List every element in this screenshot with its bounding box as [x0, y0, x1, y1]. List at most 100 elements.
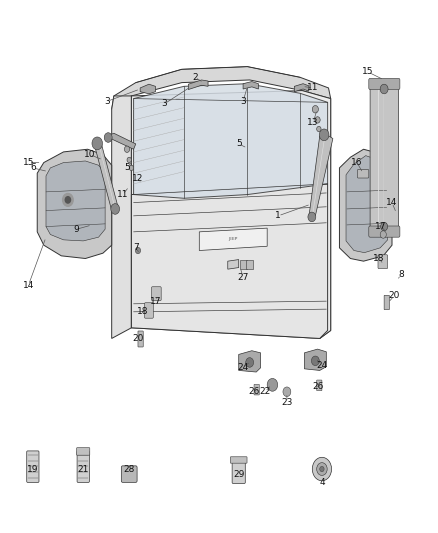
FancyBboxPatch shape — [27, 451, 39, 482]
Polygon shape — [112, 67, 331, 109]
Circle shape — [246, 358, 254, 367]
Circle shape — [320, 466, 324, 472]
Text: 26: 26 — [248, 387, 260, 396]
Polygon shape — [294, 84, 309, 92]
Polygon shape — [131, 91, 331, 338]
Circle shape — [381, 222, 388, 231]
Text: 18: 18 — [373, 254, 385, 263]
Polygon shape — [131, 184, 328, 338]
Text: 20: 20 — [132, 334, 144, 343]
Text: 7: 7 — [133, 244, 139, 252]
Text: 24: 24 — [237, 364, 249, 372]
Text: 2: 2 — [192, 73, 198, 82]
Polygon shape — [370, 80, 399, 236]
Text: 3: 3 — [104, 97, 110, 106]
Text: 24: 24 — [316, 361, 328, 369]
Circle shape — [65, 197, 71, 203]
FancyBboxPatch shape — [138, 331, 143, 347]
FancyBboxPatch shape — [145, 303, 153, 318]
Polygon shape — [188, 80, 208, 90]
Text: 29: 29 — [233, 470, 244, 479]
Text: JEEP: JEEP — [229, 237, 238, 241]
Text: 14: 14 — [386, 198, 398, 207]
Text: 18: 18 — [137, 308, 148, 316]
Text: 10: 10 — [84, 150, 95, 159]
Circle shape — [111, 204, 120, 214]
Circle shape — [308, 212, 316, 222]
Text: 6: 6 — [30, 164, 36, 172]
Circle shape — [129, 165, 134, 171]
Text: 13: 13 — [307, 118, 319, 127]
FancyBboxPatch shape — [254, 384, 259, 395]
Circle shape — [317, 126, 321, 132]
Text: 15: 15 — [362, 68, 374, 76]
Text: 5: 5 — [236, 140, 242, 148]
Text: 23: 23 — [281, 398, 293, 407]
Polygon shape — [112, 96, 131, 338]
Text: 3: 3 — [240, 97, 246, 106]
Bar — [240, 260, 247, 269]
Text: 17: 17 — [150, 297, 161, 305]
Text: 28: 28 — [124, 465, 135, 473]
Circle shape — [92, 137, 102, 150]
Text: 3: 3 — [161, 100, 167, 108]
Text: 17: 17 — [375, 222, 387, 231]
Circle shape — [380, 84, 388, 94]
Circle shape — [312, 106, 318, 113]
Text: 19: 19 — [27, 465, 39, 473]
Circle shape — [315, 117, 320, 123]
Circle shape — [317, 463, 327, 475]
Text: 12: 12 — [132, 174, 144, 183]
Circle shape — [319, 129, 329, 141]
Text: 11: 11 — [307, 84, 319, 92]
Circle shape — [127, 157, 131, 163]
Text: 20: 20 — [389, 292, 400, 300]
Polygon shape — [228, 260, 239, 269]
Polygon shape — [134, 84, 328, 198]
FancyBboxPatch shape — [77, 448, 90, 455]
Polygon shape — [239, 351, 261, 372]
Polygon shape — [309, 134, 333, 217]
Text: 4: 4 — [319, 478, 325, 487]
FancyBboxPatch shape — [384, 295, 389, 310]
Polygon shape — [94, 141, 118, 211]
Polygon shape — [37, 149, 112, 259]
Circle shape — [104, 133, 112, 142]
Circle shape — [311, 356, 319, 366]
Circle shape — [283, 387, 291, 397]
Text: 9: 9 — [74, 225, 80, 233]
FancyBboxPatch shape — [357, 169, 369, 178]
FancyBboxPatch shape — [77, 451, 89, 482]
Text: 5: 5 — [124, 164, 130, 172]
FancyBboxPatch shape — [152, 287, 161, 301]
Text: 8: 8 — [398, 270, 404, 279]
Text: 14: 14 — [23, 281, 34, 289]
FancyBboxPatch shape — [230, 457, 247, 463]
FancyBboxPatch shape — [369, 226, 400, 237]
Circle shape — [124, 146, 130, 152]
Text: 1: 1 — [275, 212, 281, 220]
Text: 16: 16 — [351, 158, 363, 167]
Polygon shape — [199, 228, 267, 251]
Text: 15: 15 — [23, 158, 34, 167]
FancyBboxPatch shape — [121, 466, 137, 482]
Polygon shape — [107, 133, 136, 149]
Polygon shape — [140, 84, 155, 94]
Circle shape — [267, 378, 278, 391]
Text: 21: 21 — [78, 465, 89, 473]
FancyBboxPatch shape — [232, 459, 245, 483]
Text: 26: 26 — [312, 382, 323, 391]
FancyBboxPatch shape — [378, 255, 388, 269]
Polygon shape — [243, 82, 258, 89]
Text: 27: 27 — [237, 273, 249, 281]
Circle shape — [63, 193, 73, 206]
FancyBboxPatch shape — [317, 380, 322, 391]
Polygon shape — [320, 99, 331, 338]
Bar — [246, 260, 253, 269]
Polygon shape — [46, 161, 105, 241]
Polygon shape — [339, 149, 392, 261]
Circle shape — [380, 231, 386, 238]
Polygon shape — [304, 349, 326, 370]
Circle shape — [135, 247, 141, 254]
Text: 11: 11 — [117, 190, 128, 199]
